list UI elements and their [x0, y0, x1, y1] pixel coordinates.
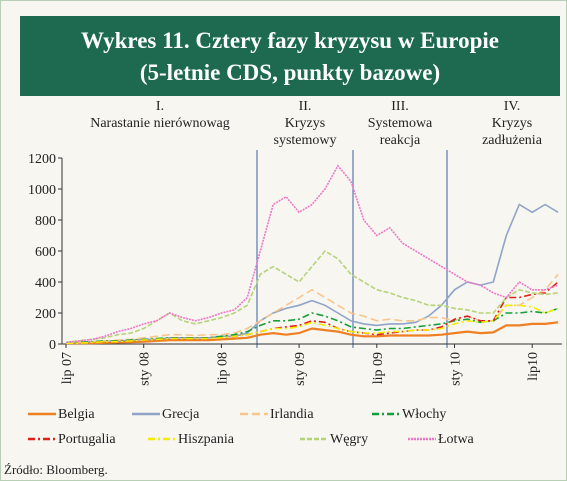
legend-label: Belgia [58, 407, 95, 422]
y-tick-label: 400 [35, 276, 56, 291]
legend-label: Hiszpania [178, 432, 235, 447]
x-tick-label: lip 09 [371, 352, 386, 384]
phase-label: I. [156, 99, 164, 114]
phase-label: II. [299, 99, 312, 114]
y-tick-label: 1000 [28, 183, 56, 198]
phase-label: reakcja [380, 133, 421, 148]
phase-label: systemowy [274, 133, 337, 148]
chart-title: Wykres 11. Cztery fazy kryzysu w Europie [81, 28, 499, 53]
legend-label: Włochy [402, 407, 446, 422]
legend-label: Portugalia [58, 432, 116, 447]
x-tick-label: lip 08 [215, 352, 230, 384]
phase-label: Kryzys [492, 116, 532, 131]
x-tick-label: sty 09 [293, 352, 308, 386]
header [20, 16, 560, 96]
legend-label: Grecja [162, 407, 200, 422]
x-tick-label: sty 10 [449, 352, 464, 386]
source: Źródło: Bloomberg. [4, 462, 108, 477]
y-tick-label: 0 [49, 338, 56, 353]
x-tick-label: lip10 [526, 352, 541, 381]
chart-title: (5-letnie CDS, punkty bazowe) [140, 60, 440, 85]
legend-label: Irlandia [270, 407, 314, 422]
x-tick-label: sty 08 [138, 352, 153, 386]
y-tick-label: 1200 [28, 152, 56, 167]
series-line [66, 273, 559, 344]
phase-label: III. [391, 99, 409, 114]
phase-label: zadłużenia [482, 133, 543, 148]
y-tick-label: 800 [35, 214, 56, 229]
legend-label: Węgry [330, 432, 368, 447]
phase-label: Kryzys [285, 116, 325, 131]
x-tick-label: lip 07 [60, 352, 75, 384]
phase-label: Narastanie nierównowag [90, 116, 230, 131]
series-line [65, 164, 559, 344]
legend-label: Łotwa [438, 432, 475, 447]
series-line [66, 321, 559, 345]
series-line [66, 307, 559, 344]
series-line [65, 249, 559, 344]
phase-label: Systemowa [368, 116, 433, 131]
y-tick-label: 200 [35, 307, 56, 322]
y-tick-label: 600 [35, 245, 56, 260]
phase-label: IV. [504, 99, 520, 114]
